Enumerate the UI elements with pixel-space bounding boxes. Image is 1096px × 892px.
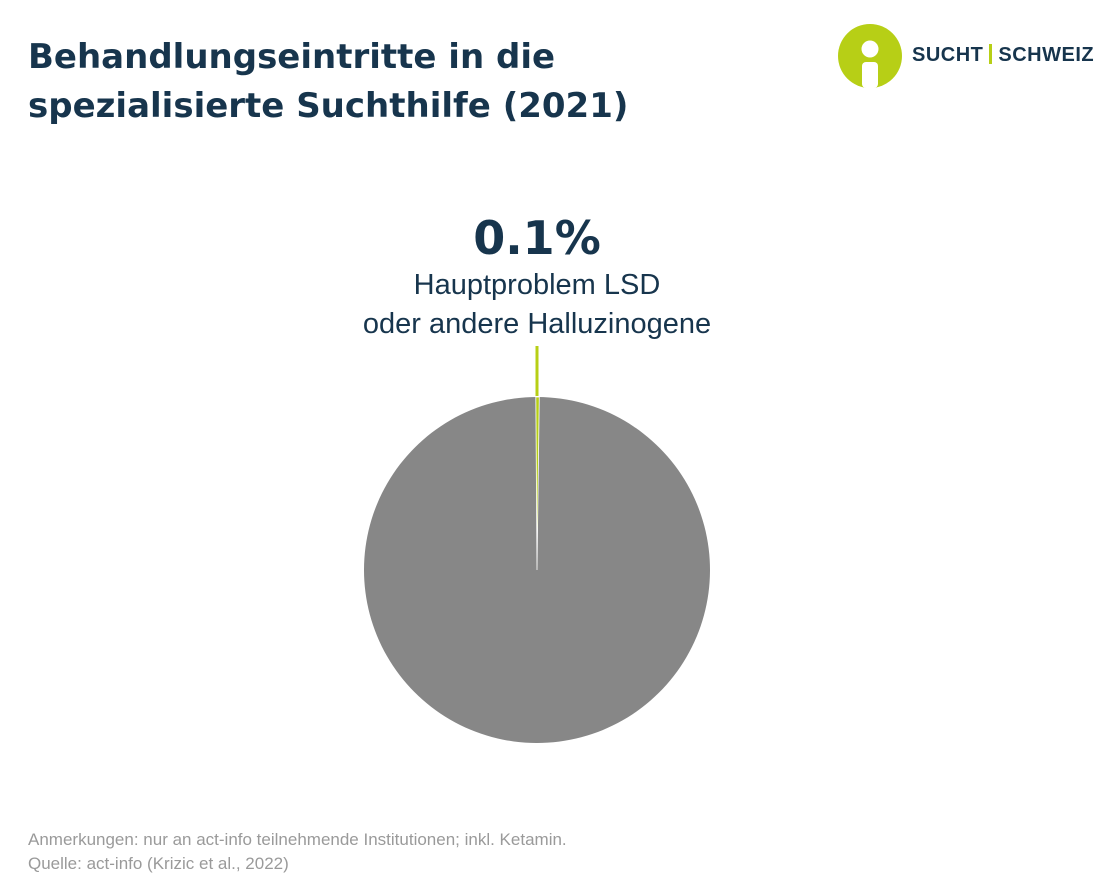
footer-source: Quelle: act-info (Krizic et al., 2022)	[28, 854, 289, 873]
annotation-value: 0.1%	[473, 211, 601, 265]
brand-separator	[989, 44, 993, 64]
pie-chart: 0.1% Hauptproblem LSD oder andere Halluz…	[363, 211, 711, 743]
chart-title: Behandlungseintritte in die spezialisier…	[28, 33, 788, 131]
person-circle-logo-icon	[838, 24, 902, 88]
annotation-label-line-1: Hauptproblem LSD	[414, 269, 661, 301]
footer-note: Anmerkungen: nur an act-info teilnehmend…	[28, 830, 567, 849]
chart-footer: Anmerkungen: nur an act-info teilnehmend…	[28, 828, 567, 876]
brand-name-right: SCHWEIZ	[998, 44, 1095, 66]
pie-slice-highlight	[535, 396, 540, 571]
annotation-label-line-2: oder andere Halluzinogene	[363, 308, 711, 340]
brand-name-left: SUCHT	[912, 44, 984, 66]
chart-title-line-1: Behandlungseintritte in die	[28, 37, 556, 77]
brand-logo: SUCHT SCHWEIZ	[838, 24, 1094, 88]
pie-slices	[363, 396, 710, 743]
chart-title-line-2: spezialisierte Suchthilfe (2021)	[28, 86, 629, 126]
brand-name: SUCHT SCHWEIZ	[912, 44, 1094, 67]
